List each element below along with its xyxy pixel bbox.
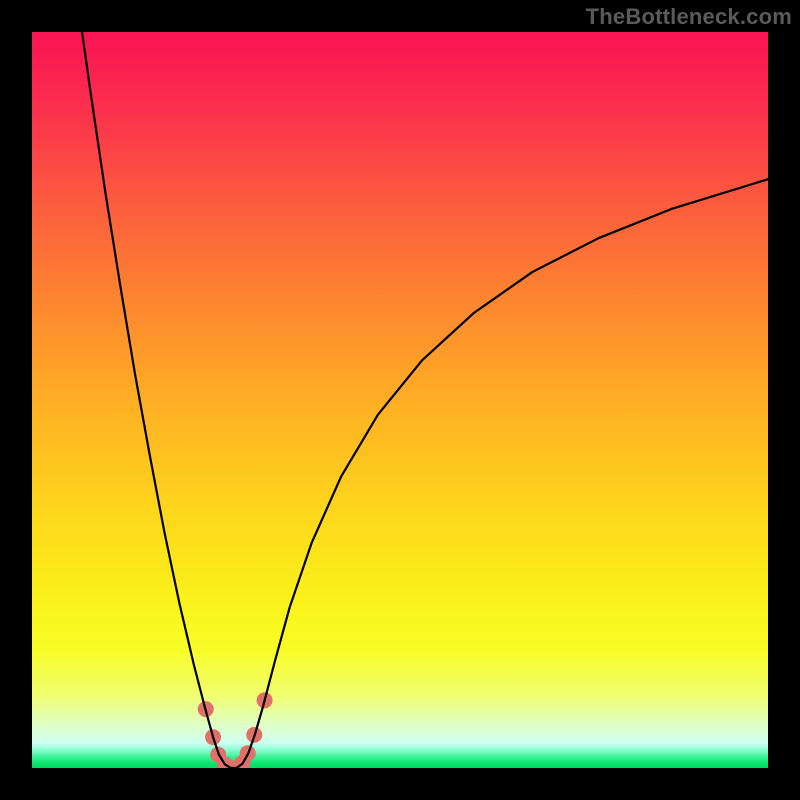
gradient-background [32,32,768,768]
chart-canvas: TheBottleneck.com [0,0,800,800]
watermark-text: TheBottleneck.com [586,4,792,30]
bottleneck-chart [0,0,800,800]
